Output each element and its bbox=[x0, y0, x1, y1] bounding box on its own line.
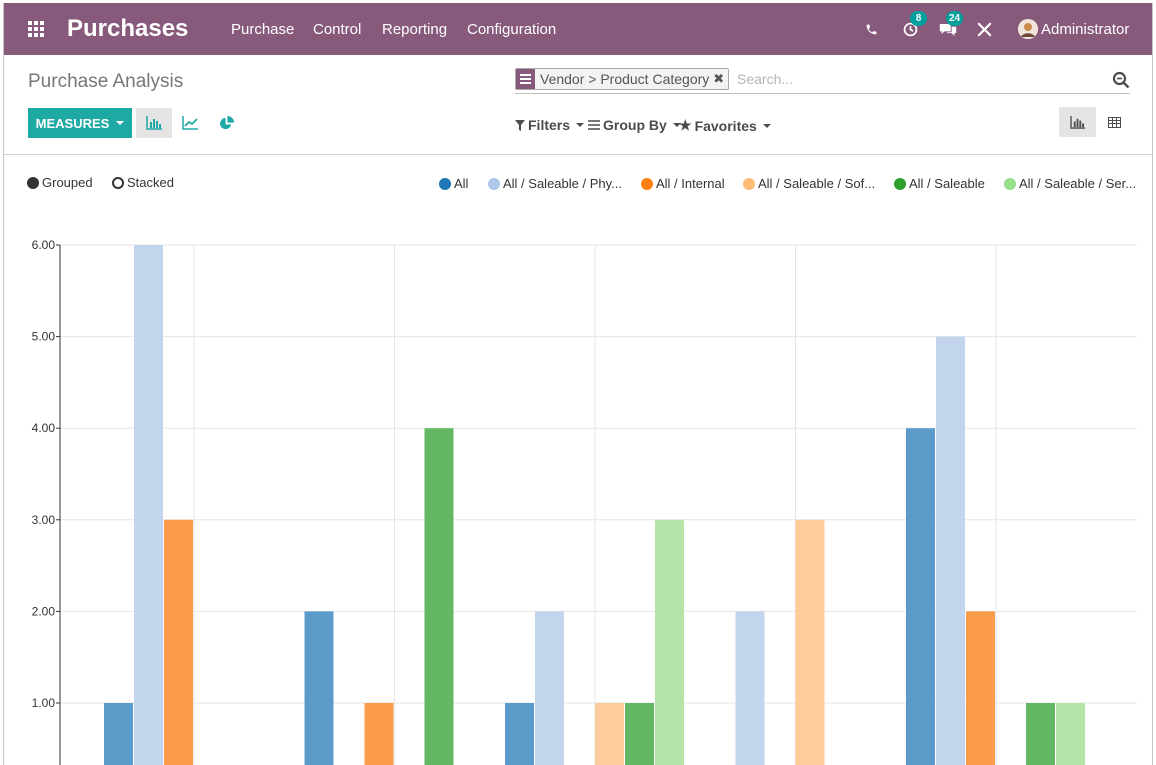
legend-item[interactable]: All / Saleable / Ser... bbox=[1004, 176, 1136, 191]
filters-dropdown[interactable]: Filters bbox=[515, 117, 585, 133]
search-facet[interactable]: Vendor > Product Category ✖ bbox=[515, 68, 730, 90]
groupby-dropdown[interactable]: Group By bbox=[588, 117, 681, 133]
y-tick-label: 4.00 bbox=[32, 421, 56, 435]
legend-label: All / Saleable bbox=[909, 176, 985, 191]
stacked-label: Stacked bbox=[127, 175, 174, 190]
legend-swatch bbox=[641, 177, 653, 190]
search-bar: Vendor > Product Category ✖ bbox=[515, 68, 1130, 94]
star-icon: ★ bbox=[679, 117, 692, 133]
legend-item[interactable]: All / Saleable bbox=[894, 176, 985, 191]
phone-icon[interactable] bbox=[863, 17, 879, 41]
bar bbox=[424, 428, 454, 765]
bar bbox=[134, 245, 163, 765]
caret-down-icon bbox=[762, 123, 771, 128]
menu-control[interactable]: Control bbox=[313, 21, 362, 38]
bar bbox=[966, 611, 995, 765]
legend-swatch bbox=[488, 177, 500, 190]
caret-down-icon bbox=[116, 121, 125, 125]
measures-button[interactable]: MEASURES bbox=[28, 108, 132, 138]
legend-label: All / Saleable / Phy... bbox=[503, 176, 622, 191]
list-icon bbox=[588, 120, 600, 130]
stacked-option[interactable]: Stacked bbox=[112, 175, 174, 190]
messages-count-badge: 24 bbox=[946, 11, 964, 26]
bar bbox=[595, 703, 624, 765]
search-input[interactable] bbox=[737, 69, 1097, 89]
grouped-option[interactable]: Grouped bbox=[27, 175, 93, 190]
bar bbox=[304, 611, 334, 765]
legend-item[interactable]: All / Saleable / Phy... bbox=[488, 176, 622, 191]
activity-count-badge: 8 bbox=[910, 11, 927, 26]
measures-label: MEASURES bbox=[35, 115, 110, 131]
favorites-dropdown[interactable]: ★ Favorites bbox=[679, 117, 771, 134]
control-panel: Purchase Analysis Vendor > Product Categ… bbox=[4, 55, 1152, 155]
legend-swatch bbox=[439, 177, 451, 190]
bar bbox=[1026, 703, 1055, 765]
top-navbar: Purchases Purchase Control Reporting Con… bbox=[4, 3, 1152, 55]
user-menu[interactable]: Administrator bbox=[1041, 21, 1130, 38]
chat-icon[interactable]: 24 bbox=[937, 11, 964, 41]
bar bbox=[625, 703, 654, 765]
legend-label: All / Internal bbox=[656, 176, 725, 191]
bar bbox=[795, 519, 825, 765]
caret-down-icon bbox=[576, 123, 585, 127]
bar bbox=[535, 611, 564, 765]
legend-swatch bbox=[743, 177, 755, 190]
y-tick-label: 3.00 bbox=[32, 513, 56, 527]
y-tick-label: 6.00 bbox=[32, 238, 56, 252]
bar bbox=[655, 519, 684, 765]
bar bbox=[906, 428, 935, 765]
groupby-facet-icon bbox=[516, 69, 535, 89]
legend-item[interactable]: All / Saleable / Sof... bbox=[743, 176, 875, 191]
favorites-label: Favorites bbox=[694, 117, 757, 134]
filter-icon bbox=[515, 119, 525, 131]
bar bbox=[1056, 703, 1085, 765]
app-window: Purchases Purchase Control Reporting Con… bbox=[3, 3, 1153, 765]
pie-chart-icon[interactable] bbox=[208, 108, 244, 138]
legend-label: All bbox=[454, 176, 469, 191]
grouped-label: Grouped bbox=[42, 175, 93, 190]
bar bbox=[735, 611, 765, 765]
filters-label: Filters bbox=[528, 117, 571, 133]
bar-chart-icon[interactable] bbox=[136, 108, 172, 138]
graph-view-icon[interactable] bbox=[1059, 107, 1096, 137]
bar bbox=[936, 336, 965, 765]
search-icon[interactable] bbox=[1112, 71, 1130, 89]
facet-label: Vendor > Product Category bbox=[540, 71, 710, 87]
line-chart-icon[interactable] bbox=[172, 108, 208, 138]
groupby-label: Group By bbox=[603, 117, 667, 133]
legend-swatch bbox=[1004, 177, 1016, 190]
radio-selected-icon bbox=[27, 176, 39, 189]
y-tick-label: 1.00 bbox=[32, 696, 56, 710]
pivot-view-icon[interactable] bbox=[1096, 107, 1133, 137]
app-brand[interactable]: Purchases bbox=[67, 15, 189, 42]
tools-icon[interactable] bbox=[975, 17, 993, 41]
menu-configuration[interactable]: Configuration bbox=[467, 21, 557, 38]
menu-purchase[interactable]: Purchase bbox=[231, 21, 295, 38]
menu-reporting[interactable]: Reporting bbox=[382, 21, 448, 38]
apps-grid-icon[interactable] bbox=[28, 21, 46, 37]
y-tick-label: 2.00 bbox=[32, 604, 56, 618]
legend-swatch bbox=[894, 177, 906, 190]
legend-label: All / Saleable / Ser... bbox=[1019, 176, 1137, 191]
legend-label: All / Saleable / Sof... bbox=[758, 176, 876, 191]
caret-down-icon bbox=[672, 123, 681, 127]
bar bbox=[164, 519, 193, 765]
bar bbox=[505, 703, 534, 765]
y-tick-label: 5.00 bbox=[32, 330, 56, 344]
graph-view: Grouped Stacked All All / Saleable / Phy… bbox=[4, 156, 1152, 765]
legend-item[interactable]: All / Internal bbox=[641, 176, 725, 191]
bar bbox=[104, 703, 133, 765]
page-title: Purchase Analysis bbox=[28, 71, 184, 92]
radio-unselected-icon bbox=[112, 176, 124, 189]
activity-clock-icon[interactable]: 8 bbox=[900, 11, 927, 41]
legend-item[interactable]: All bbox=[439, 176, 468, 191]
facet-remove-icon[interactable]: ✖ bbox=[713, 71, 725, 86]
bar-chart: 1.00 2.00 3.00 4.00 5.00 6.00 bbox=[32, 238, 1137, 765]
avatar[interactable] bbox=[1018, 19, 1038, 39]
bar bbox=[364, 703, 394, 765]
